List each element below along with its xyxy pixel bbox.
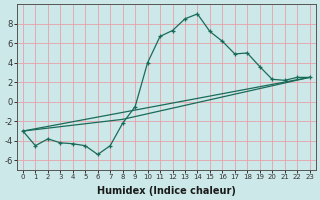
X-axis label: Humidex (Indice chaleur): Humidex (Indice chaleur) [97, 186, 236, 196]
